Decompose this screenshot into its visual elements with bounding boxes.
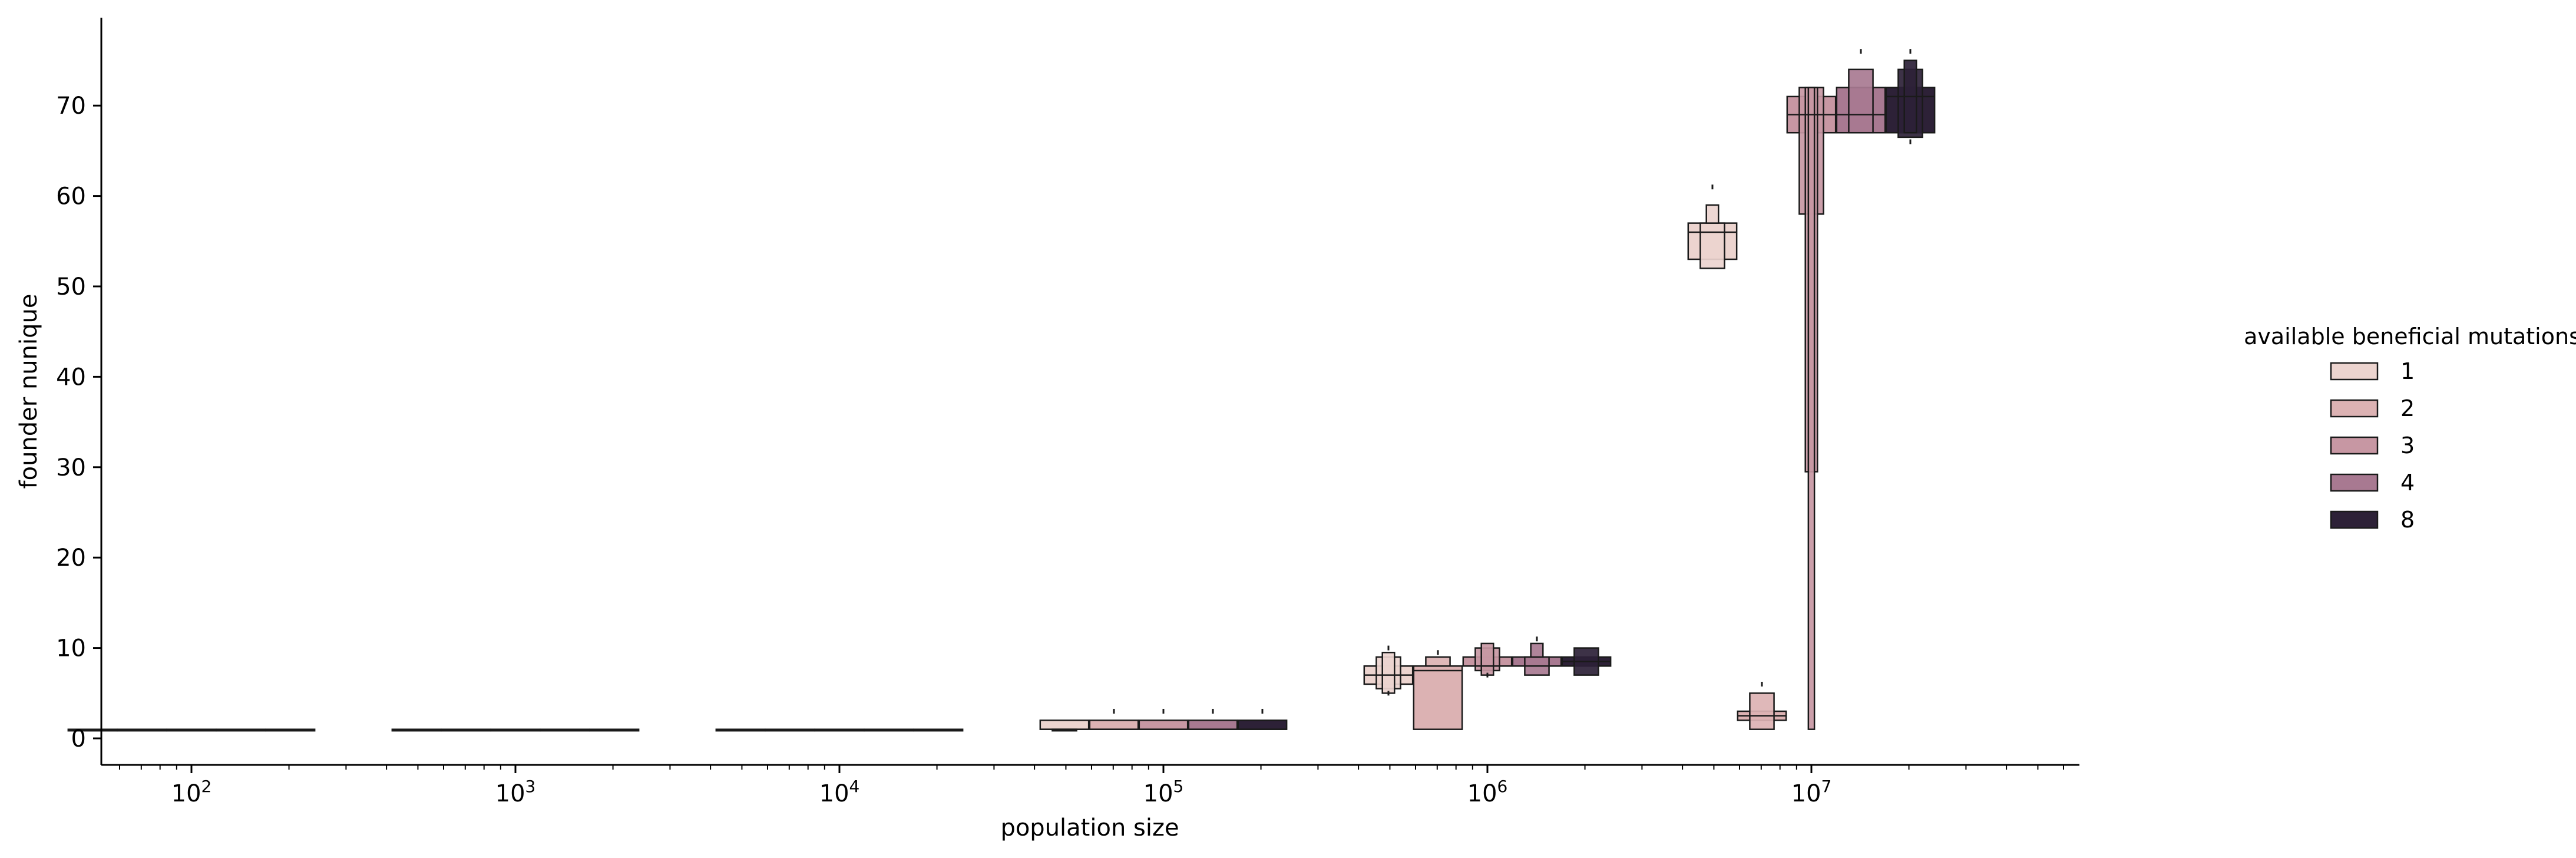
boxen-level-0-3-0 [166, 728, 217, 732]
y-tick-label-10: 10 [56, 635, 86, 662]
boxen-level-0-1-0 [67, 728, 118, 732]
x-axis-label: population size [1000, 814, 1179, 842]
boxen-level-2-2-0 [765, 728, 815, 732]
boxen-level-0-4-0 [216, 728, 266, 732]
boxen-level-2-1-0 [715, 728, 766, 732]
boxen-level-3-1-0 [1039, 720, 1090, 730]
boxen-level-1-8-0 [589, 728, 640, 732]
boxen-level-2-8-0 [913, 728, 964, 732]
boxen-level-5-4-1 [1848, 68, 1874, 134]
legend-swatch-1 [2330, 362, 2379, 381]
x-tick-label-2: 102 [171, 777, 212, 807]
legend-label-2: 2 [2400, 395, 2415, 421]
legend-swatch-8 [2330, 510, 2379, 529]
x-tick-label-4: 104 [819, 777, 860, 807]
y-tick-label-40: 40 [56, 364, 86, 391]
boxen-level-1-3-0 [490, 728, 541, 732]
boxen-level-0-2-0 [117, 728, 167, 732]
boxen-level-0-8-0 [265, 728, 316, 732]
y-tick-label-0: 0 [71, 725, 86, 753]
axes [100, 18, 2079, 766]
boxen-level-2-4-0 [864, 728, 914, 732]
boxen-level-4-1-2 [1381, 652, 1396, 694]
boxen-level-4-3-2 [1480, 642, 1494, 676]
x-tick-label-3: 103 [495, 777, 536, 807]
y-axis-label: founder nunique [15, 294, 42, 489]
legend-swatch-4 [2330, 473, 2379, 492]
x-tick-label-7: 107 [1791, 777, 1832, 807]
x-tick-label-5: 105 [1143, 777, 1184, 807]
ticks: 0 10 20 30 40 50 60 70 102 103 104 105 106 107 [56, 93, 2064, 807]
boxen-level-5-2-1 [1749, 692, 1775, 730]
y-tick-label-60: 60 [56, 183, 86, 210]
y-tick-label-30: 30 [56, 454, 86, 481]
legend-label-8: 8 [2400, 507, 2415, 533]
boxen-level-3-2-0 [1089, 720, 1139, 730]
y-tick-label-70: 70 [56, 93, 86, 120]
y-tick-label-20: 20 [56, 544, 86, 572]
boxen-level-4-2-0 [1413, 665, 1463, 730]
boxen-level-5-1-2 [1705, 204, 1719, 224]
y-tick-label-50: 50 [56, 273, 86, 301]
legend-title: available beneficial mutations [2244, 324, 2576, 349]
legend-label-1: 1 [2400, 358, 2415, 384]
boxen-level-1-4-0 [540, 728, 590, 732]
legend-label-4: 4 [2400, 470, 2415, 496]
boxen-level-5-3-3 [1807, 87, 1816, 730]
boxen-level-4-4-2 [1530, 642, 1544, 658]
boxen-level-3-4-0 [1188, 720, 1238, 730]
legend: available beneficial mutations 1 2 3 4 8 [2244, 324, 2576, 533]
boxen-level-1-2-0 [441, 728, 491, 732]
boxen-level-2-3-0 [814, 728, 865, 732]
plot-area [67, 49, 1936, 732]
boxen-level-3-3-0 [1138, 720, 1189, 730]
boxen-level-5-1-1 [1699, 222, 1725, 269]
boxen-level-3-8-0 [1237, 720, 1288, 730]
legend-swatch-2 [2330, 399, 2379, 418]
boxen-level-1-1-0 [391, 728, 442, 732]
legend-label-3: 3 [2400, 433, 2415, 458]
legend-swatch-3 [2330, 436, 2379, 455]
x-tick-label-6: 106 [1467, 777, 1508, 807]
boxen-level-4-2-1 [1425, 656, 1451, 667]
